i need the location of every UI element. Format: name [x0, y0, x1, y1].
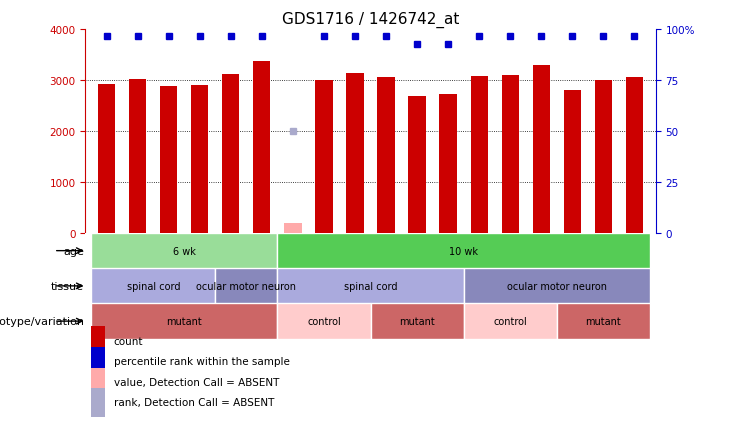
Bar: [253, 62, 270, 233]
Bar: [377, 78, 394, 233]
Text: genotype/variation: genotype/variation: [0, 316, 84, 326]
Bar: [408, 97, 425, 233]
Bar: [285, 224, 302, 233]
Text: 10 wk: 10 wk: [449, 246, 478, 256]
Text: value, Detection Call = ABSENT: value, Detection Call = ABSENT: [114, 377, 279, 387]
Text: count: count: [114, 336, 143, 346]
Bar: [277, 304, 370, 339]
Text: age: age: [63, 246, 84, 256]
Bar: [464, 269, 650, 304]
Text: tissue: tissue: [51, 281, 84, 291]
Bar: [91, 347, 105, 376]
Bar: [277, 233, 650, 269]
Bar: [91, 388, 105, 417]
Bar: [464, 304, 556, 339]
Bar: [130, 80, 147, 233]
Bar: [316, 81, 333, 233]
Bar: [216, 269, 277, 304]
Text: rank, Detection Call = ABSENT: rank, Detection Call = ABSENT: [114, 398, 274, 408]
Bar: [91, 327, 105, 355]
Bar: [91, 304, 277, 339]
Bar: [191, 86, 208, 233]
Bar: [277, 269, 464, 304]
Bar: [99, 85, 116, 233]
Text: mutant: mutant: [399, 316, 435, 326]
Bar: [471, 76, 488, 233]
Text: control: control: [494, 316, 527, 326]
Bar: [564, 91, 581, 233]
Title: GDS1716 / 1426742_at: GDS1716 / 1426742_at: [282, 11, 459, 28]
Text: spinal cord: spinal cord: [344, 281, 397, 291]
Bar: [347, 74, 364, 233]
Bar: [222, 75, 239, 233]
Bar: [625, 78, 642, 233]
Text: ocular motor neuron: ocular motor neuron: [196, 281, 296, 291]
Bar: [594, 81, 611, 233]
Bar: [91, 269, 216, 304]
Bar: [370, 304, 464, 339]
Bar: [160, 87, 177, 233]
Bar: [91, 368, 105, 396]
Text: control: control: [307, 316, 341, 326]
Bar: [533, 66, 550, 233]
Text: spinal cord: spinal cord: [127, 281, 180, 291]
Bar: [439, 95, 456, 233]
Text: mutant: mutant: [585, 316, 621, 326]
Text: 6 wk: 6 wk: [173, 246, 196, 256]
Text: mutant: mutant: [167, 316, 202, 326]
Text: percentile rank within the sample: percentile rank within the sample: [114, 356, 290, 366]
Bar: [91, 233, 277, 269]
Text: ocular motor neuron: ocular motor neuron: [507, 281, 607, 291]
Bar: [502, 76, 519, 233]
Bar: [556, 304, 650, 339]
